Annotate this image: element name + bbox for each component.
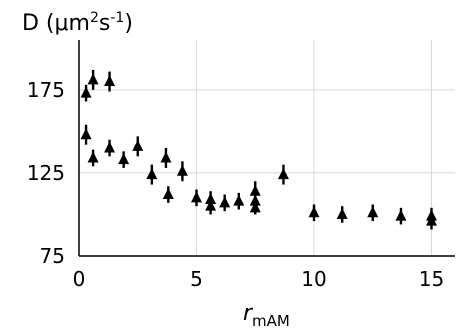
data-point-0 [80, 86, 92, 98]
y-axis-title-end: ) [124, 11, 133, 36]
x-tick-label-2: 10 [301, 267, 326, 291]
y-axis-title-mid: s [99, 11, 110, 36]
axes [78, 40, 455, 257]
y-tick-label-0: 75 [40, 244, 65, 268]
data-point-12 [191, 191, 202, 203]
x-axis-title-sub: mAM [252, 312, 290, 330]
data-point-14 [205, 199, 217, 211]
x-axis-title: rmAM [243, 301, 290, 330]
y-tick-label-1: 125 [27, 161, 65, 185]
data-point-5 [104, 141, 116, 153]
data-point-17 [249, 184, 261, 196]
data-point-15 [219, 196, 231, 208]
data-point-4 [87, 151, 99, 163]
x-tick-label-3: 15 [419, 267, 444, 291]
data-points [80, 69, 437, 230]
data-point-2 [104, 75, 116, 87]
y-axis-title: D (μm2s-1) [22, 10, 133, 36]
data-point-9 [160, 151, 172, 163]
data-point-20 [277, 168, 289, 180]
x-tick-label-1: 5 [190, 267, 203, 291]
data-point-16 [233, 194, 245, 206]
data-point-26 [426, 214, 437, 226]
data-point-1 [87, 73, 99, 85]
data-point-19 [249, 201, 261, 213]
data-point-8 [146, 168, 158, 180]
y-tick-label-2: 175 [27, 78, 65, 102]
data-point-7 [132, 139, 144, 151]
data-point-11 [176, 164, 188, 176]
data-point-22 [336, 207, 348, 219]
tick-labels: 75 125 175 0 5 10 15 [27, 78, 444, 291]
x-tick-label-0: 0 [73, 267, 86, 291]
data-point-6 [118, 153, 130, 165]
data-point-24 [395, 209, 407, 221]
data-point-21 [308, 206, 320, 218]
y-axis-title-main: D (μm [22, 11, 90, 36]
data-point-10 [162, 188, 174, 200]
data-point-23 [367, 206, 379, 218]
gridlines [79, 40, 455, 256]
data-point-3 [80, 128, 92, 140]
y-axis-title-sup2: -1 [110, 10, 124, 26]
data-point-18 [249, 194, 261, 206]
x-axis-title-main: r [243, 301, 254, 326]
y-axis-title-sup1: 2 [90, 10, 99, 26]
